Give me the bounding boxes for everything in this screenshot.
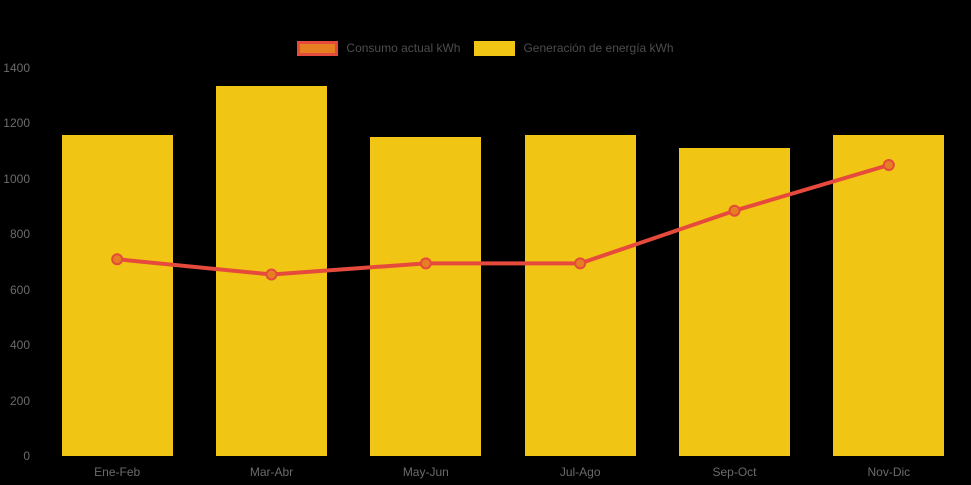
- legend-item-generacion-energia[interactable]: Generación de energía kWh: [474, 40, 674, 56]
- bar-nov-dic: [833, 134, 945, 456]
- y-tick-label: 1200: [3, 116, 30, 131]
- bar-sep-oct: [679, 148, 790, 456]
- legend-swatch-consumo-icon: [297, 40, 339, 56]
- x-axis-label: Nov-Dic: [867, 465, 911, 479]
- y-tick-label: 1400: [3, 61, 30, 75]
- x-axis-label: May-Jun: [402, 465, 449, 479]
- bar-jul-ago: [524, 134, 636, 456]
- x-axis-label: Ene-Feb: [94, 465, 141, 479]
- legend-swatch-generacion-icon: [474, 40, 516, 56]
- y-tick-label: 0: [23, 449, 30, 463]
- x-axis-label: Jul-Ago: [559, 465, 601, 479]
- y-tick-label: 200: [9, 393, 30, 408]
- bar-mar-abr: [216, 86, 327, 456]
- x-axis-label: Mar-Abr: [249, 465, 294, 479]
- legend-item-consumo-actual[interactable]: Consumo actual kWh: [297, 40, 461, 56]
- legend-label-consumo: Consumo actual kWh: [346, 41, 461, 55]
- y-tick-label: 400: [9, 338, 30, 353]
- x-axis-label: Sep-Oct: [712, 465, 757, 479]
- legend-label-generacion: Generación de energía kWh: [523, 41, 674, 55]
- chart-legend: Consumo actual kWh Generación de energía…: [0, 40, 971, 56]
- y-tick-label: 600: [9, 282, 30, 297]
- bar-may-jun: [370, 137, 482, 456]
- y-tick-label: 1000: [3, 171, 30, 186]
- bar-ene-feb: [61, 134, 173, 456]
- y-tick-label: 800: [9, 227, 30, 242]
